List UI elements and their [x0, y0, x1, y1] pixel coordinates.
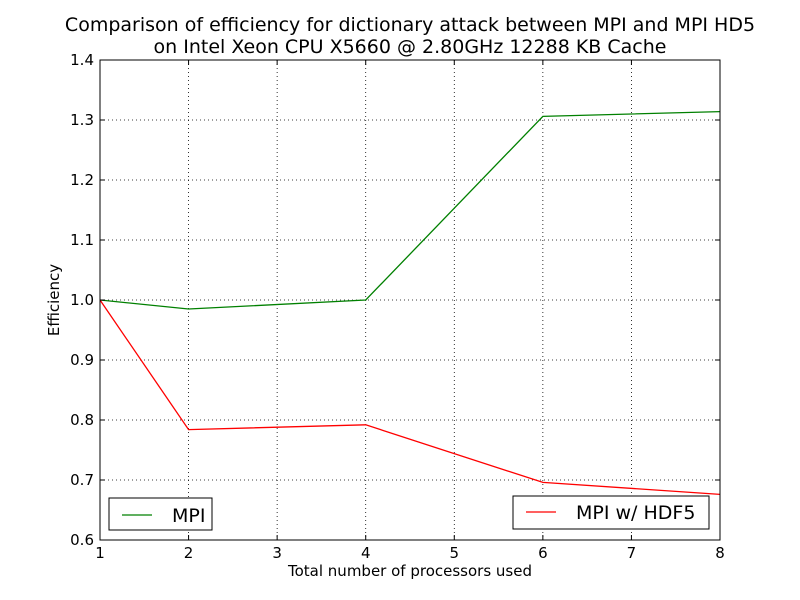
x-tick-label: 7 — [627, 544, 637, 562]
series-lines — [99, 110, 721, 496]
legend-label-mpi: MPI — [172, 505, 205, 527]
x-tick-label: 6 — [538, 544, 548, 562]
y-tick-label: 0.8 — [70, 411, 94, 429]
y-tick-label: 1.3 — [70, 111, 94, 129]
x-tick-label: 5 — [450, 544, 460, 562]
axis-ticks: 1 2 3 4 5 6 7 8 0.6 0.7 0.8 0.9 1.0 1.1 1.2 1.3 1.4 — [70, 51, 725, 562]
x-tick-label: 2 — [184, 544, 194, 562]
chart-title-line-2: on Intel Xeon CPU X5660 @ 2.80GHz 12288 … — [154, 36, 667, 58]
legend-box-mpi — [108, 497, 213, 531]
series-line-mpi-w-hdf5 — [99, 299, 721, 496]
legend-label-mpi-hdf5: MPI w/ HDF5 — [576, 502, 695, 524]
x-tick-label: 4 — [361, 544, 371, 562]
y-tick-label: 1.0 — [70, 291, 94, 309]
x-tick-label: 8 — [715, 544, 725, 562]
y-tick-label: 1.4 — [70, 51, 94, 69]
x-tick-label: 3 — [272, 544, 282, 562]
legend-mpi-hdf5: MPI w/ HDF5 — [512, 495, 710, 530]
chart-title-line-1: Comparison of efficiency for dictionary … — [65, 14, 755, 36]
y-tick-label: 0.6 — [70, 531, 94, 549]
y-tick-label: 1.2 — [70, 171, 94, 189]
legend-mpi: MPI — [108, 497, 213, 531]
y-tick-label: 0.7 — [70, 471, 94, 489]
y-tick-label: 0.9 — [70, 351, 94, 369]
x-tick-label: 1 — [95, 544, 105, 562]
x-axis-label: Total number of processors used — [287, 562, 532, 580]
series-line-mpi — [99, 110, 721, 310]
y-axis-label: Efficiency — [45, 264, 63, 336]
y-tick-label: 1.1 — [70, 231, 94, 249]
